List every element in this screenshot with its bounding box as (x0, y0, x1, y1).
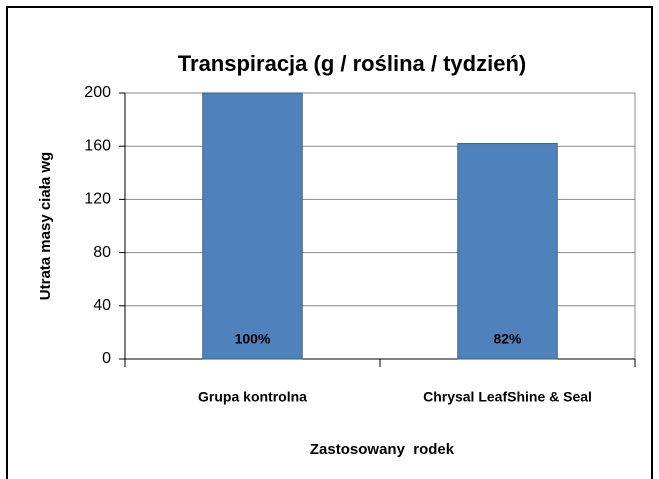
plot-area (124, 92, 636, 360)
bar (202, 92, 303, 360)
y-tick-label: 120 (84, 191, 111, 208)
x-tick-label: Chrysal LeafShine & Seal (423, 389, 592, 405)
y-tick-label: 200 (84, 84, 111, 101)
y-axis-label: Utrata masy ciała wg (37, 152, 54, 300)
x-tick-label: Grupa kontrolna (198, 389, 307, 405)
y-tick-label: 160 (84, 137, 111, 154)
y-tick-label: 40 (93, 297, 111, 314)
x-axis-label: Zastosowany rodek (310, 441, 455, 458)
y-tick-label: 80 (93, 244, 111, 261)
y-tick-label: 0 (102, 350, 111, 367)
chart-title: Transpiracja (g / roślina / tydzień) (178, 51, 526, 76)
bar (457, 143, 558, 360)
bar-annotation: 82% (493, 331, 522, 347)
frame (6, 6, 653, 479)
bar-annotation: 100% (235, 331, 271, 347)
